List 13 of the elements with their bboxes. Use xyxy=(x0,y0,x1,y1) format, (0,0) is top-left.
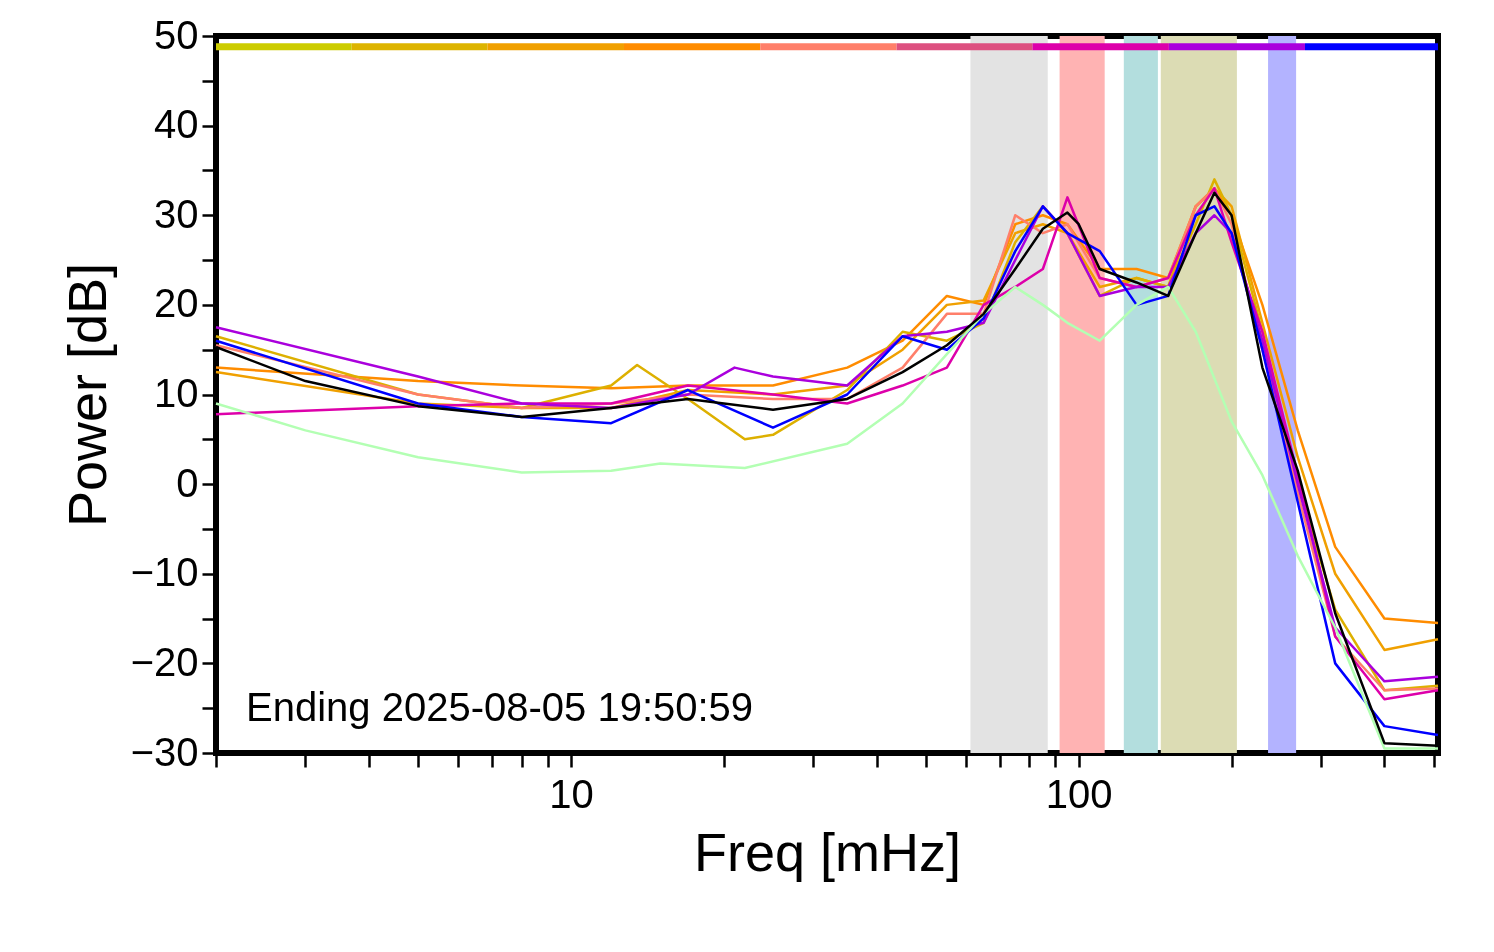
y-tick-label: 40 xyxy=(154,102,199,147)
x-axis-title: Freq [mHz] xyxy=(693,821,962,882)
y-tick-label: 50 xyxy=(154,12,199,57)
x-tick-label: 100 xyxy=(1045,771,1113,816)
y-tick-label: −30 xyxy=(130,729,199,774)
y-tick-label: 10 xyxy=(154,371,199,415)
y-tick-label: 20 xyxy=(154,281,199,326)
y-axis-title: Power [dB] xyxy=(56,262,117,528)
y-tick-label: 30 xyxy=(154,191,199,236)
y-tick-label: −10 xyxy=(130,550,199,595)
annotation: Ending 2025-08-05 19:50:59 xyxy=(246,685,754,729)
y-tick-label: 0 xyxy=(176,460,199,505)
y-tick-label: −20 xyxy=(130,639,199,684)
